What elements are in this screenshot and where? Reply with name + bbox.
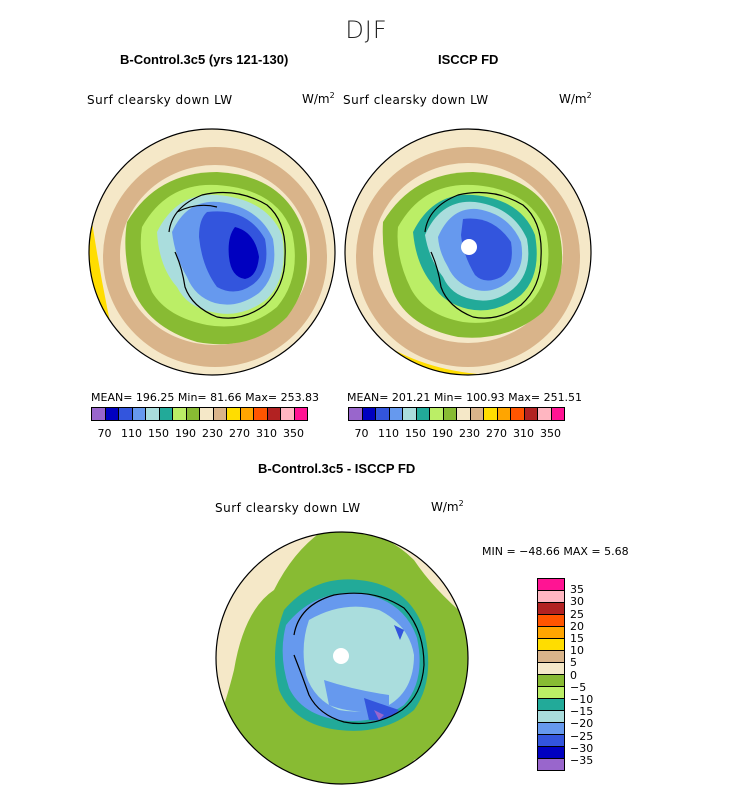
colorbar-swatch — [510, 407, 525, 421]
left-panel-title: B-Control.3c5 (yrs 121-130) — [120, 52, 289, 67]
colorbar-tick-label: 190 — [432, 427, 453, 440]
diff-panel-title: B-Control.3c5 - ISCCP FD — [258, 461, 416, 476]
left-unit-label: W/m2 — [302, 91, 335, 106]
colorbar-swatch — [348, 407, 363, 421]
colorbar-tick-label: −15 — [570, 705, 594, 719]
colorbar-swatch — [266, 407, 281, 421]
colorbar-swatch — [104, 407, 119, 421]
colorbar-swatch — [145, 407, 160, 421]
colorbar-swatch — [550, 407, 565, 421]
colorbar-tick-label: 35 — [570, 583, 584, 597]
colorbar-tick-label: 150 — [148, 427, 169, 440]
diff-variable-label: Surf clearsky down LW — [215, 501, 361, 515]
colorbar-tick-label: 10 — [570, 644, 584, 658]
colorbar-swatch — [483, 407, 498, 421]
left-stats: MEAN= 196.25 Min= 81.66 Max= 253.83 — [91, 391, 320, 404]
diff-colorbar — [537, 578, 565, 771]
colorbar-swatch — [280, 407, 295, 421]
colorbar-swatch — [91, 407, 106, 421]
colorbar-tick-label: 350 — [283, 427, 304, 440]
colorbar-tick-label: 110 — [121, 427, 142, 440]
colorbar-swatch — [185, 407, 200, 421]
colorbar-swatch — [375, 407, 390, 421]
left-variable-label: Surf clearsky down LW — [87, 93, 233, 107]
left-polar-map — [88, 128, 336, 376]
colorbar-swatch — [429, 407, 444, 421]
diff-polar-map — [215, 531, 469, 785]
colorbar-swatch — [456, 407, 471, 421]
colorbar-tick-label: 150 — [405, 427, 426, 440]
colorbar-tick-label: −10 — [570, 693, 594, 706]
colorbar-tick-label: −30 — [570, 741, 594, 755]
colorbar-tick-label: 70 — [354, 427, 369, 440]
colorbar-tick-label: 5 — [570, 656, 577, 670]
colorbar-tick-label: 270 — [229, 427, 250, 440]
colorbar-tick-label: 350 — [540, 427, 561, 440]
diff-unit-label: W/m2 — [431, 499, 464, 514]
colorbar-tick-label: 230 — [459, 427, 480, 440]
colorbar-swatch — [239, 407, 254, 421]
colorbar-swatch — [496, 407, 511, 421]
colorbar-tick-label: 15 — [570, 632, 584, 645]
colorbar-tick-label: 230 — [202, 427, 223, 440]
colorbar-tick-label: 30 — [570, 595, 584, 609]
colorbar-tick-label: −5 — [570, 680, 587, 694]
colorbar-swatch — [523, 407, 538, 421]
colorbar-swatch — [199, 407, 214, 421]
colorbar-tick-label: 0 — [570, 668, 577, 682]
colorbar-swatch — [402, 407, 417, 421]
colorbar-tick-label: −35 — [570, 754, 594, 767]
colorbar-swatch — [293, 407, 308, 421]
colorbar-swatch — [131, 407, 146, 421]
colorbar-tick-label: 25 — [570, 607, 584, 621]
diff-minmax: MIN = −48.66 MAX = 5.68 — [482, 545, 629, 558]
colorbar-swatch — [469, 407, 484, 421]
colorbar-swatch — [537, 758, 565, 771]
colorbar-tick-label: 70 — [97, 427, 112, 440]
colorbar-swatch — [415, 407, 430, 421]
right-unit-label: W/m2 — [559, 91, 592, 106]
colorbar-swatch — [118, 407, 133, 421]
colorbar-tick-label: 110 — [378, 427, 399, 440]
left-colorbar — [91, 407, 308, 421]
figure-title: DJF — [345, 16, 388, 44]
right-colorbar — [348, 407, 565, 421]
colorbar-tick-label: −20 — [570, 717, 594, 731]
colorbar-swatch — [158, 407, 173, 421]
colorbar-tick-label: 20 — [570, 619, 584, 633]
right-stats: MEAN= 201.21 Min= 100.93 Max= 251.51 — [347, 391, 583, 404]
right-variable-label: Surf clearsky down LW — [343, 93, 489, 107]
right-polar-map — [344, 128, 592, 376]
colorbar-swatch — [226, 407, 241, 421]
colorbar-swatch — [212, 407, 227, 421]
colorbar-swatch — [388, 407, 403, 421]
colorbar-swatch — [361, 407, 376, 421]
colorbar-swatch — [253, 407, 268, 421]
colorbar-swatch — [537, 407, 552, 421]
colorbar-tick-label: 270 — [486, 427, 507, 440]
right-panel-title: ISCCP FD — [438, 52, 499, 67]
colorbar-swatch — [442, 407, 457, 421]
colorbar-tick-label: 310 — [513, 427, 534, 440]
colorbar-swatch — [172, 407, 187, 421]
colorbar-tick-label: 310 — [256, 427, 277, 440]
colorbar-tick-label: 190 — [175, 427, 196, 440]
colorbar-tick-label: −25 — [570, 729, 594, 743]
